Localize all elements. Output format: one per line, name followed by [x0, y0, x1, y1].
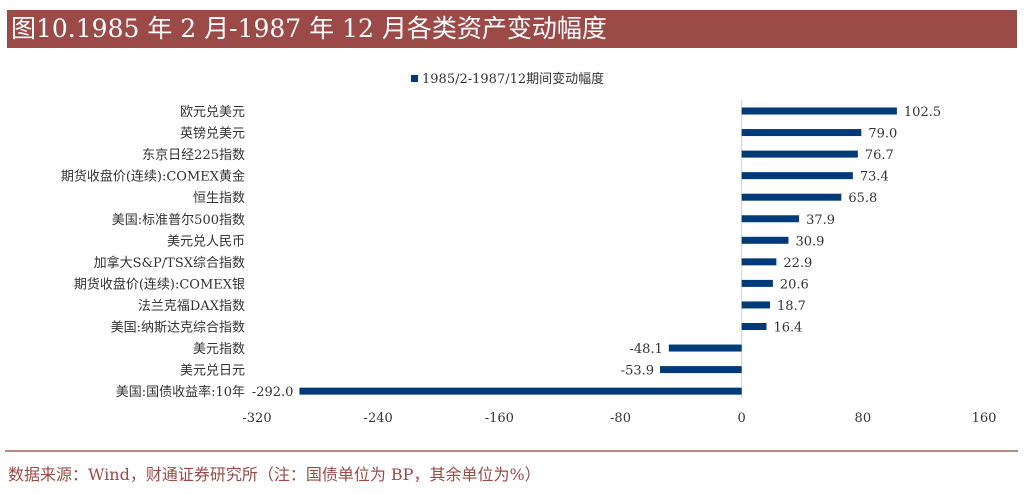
category-label: 美元兑日元	[180, 364, 245, 379]
figure-title: 图10.1985 年 2 月-1987 年 12 月各类资产变动幅度	[7, 10, 1017, 48]
category-label: 欧元兑美元	[180, 105, 245, 120]
bar	[660, 366, 742, 374]
category-label: 美元指数	[193, 342, 245, 357]
category-label: 法兰克福DAX指数	[138, 299, 245, 314]
bar	[668, 344, 742, 352]
data-label: 22.9	[783, 256, 812, 271]
data-label: 18.7	[777, 299, 806, 314]
category-label: 美国:国债收益率:10年	[116, 384, 245, 400]
bar	[741, 129, 862, 137]
divider	[5, 450, 1018, 452]
bar	[299, 387, 742, 395]
data-label: 30.9	[795, 234, 824, 249]
data-label: 20.6	[780, 277, 809, 292]
x-tick-label: 0	[738, 411, 746, 426]
bar	[741, 193, 842, 201]
legend: 1985/2-1987/12期间变动幅度	[411, 71, 604, 87]
legend-label: 1985/2-1987/12期间变动幅度	[422, 71, 604, 87]
category-label: 美国:纳斯达克综合指数	[111, 321, 245, 336]
bar	[741, 150, 858, 158]
bar	[741, 236, 789, 244]
category-label: 东京日经225指数	[142, 148, 245, 163]
bar	[741, 301, 770, 309]
data-label: 102.5	[904, 105, 941, 120]
bar-chart: 1985/2-1987/12期间变动幅度 102.5 欧元兑美元 79.0 英镑兑美元…	[61, 71, 997, 426]
source-note: 数据来源：Wind，财通证券研究所（注：国债单位为 BP，其余单位为%）	[8, 465, 541, 484]
x-tick-label: 160	[972, 411, 997, 426]
data-label: -292.0	[252, 385, 294, 400]
x-tick-label: -160	[485, 411, 514, 426]
category-label: 美元兑人民币	[167, 234, 245, 249]
legend-swatch	[411, 75, 418, 82]
category-label: 期货收盘价(连续):COMEX黄金	[61, 169, 245, 185]
data-label: -48.1	[629, 342, 662, 357]
data-label: 37.9	[806, 213, 835, 228]
x-tick-label: -320	[242, 411, 271, 426]
category-label: 英镑兑美元	[180, 126, 245, 142]
data-label: 73.4	[860, 170, 889, 185]
category-label: 恒生指数	[193, 191, 245, 206]
category-label: 加拿大S&P/TSX综合指数	[94, 255, 245, 271]
data-label: 79.0	[868, 127, 897, 142]
bar	[741, 107, 897, 115]
category-label: 美国:标准普尔500指数	[112, 213, 245, 228]
bar	[741, 279, 773, 287]
bar	[741, 323, 767, 330]
bar	[741, 215, 800, 223]
bar	[741, 172, 853, 180]
data-label: 16.4	[774, 321, 803, 336]
data-label: 76.7	[865, 148, 894, 163]
x-tick-label: -240	[364, 411, 393, 426]
x-tick-label: -80	[610, 411, 631, 426]
category-label: 期货收盘价(连续):COMEX银	[74, 276, 245, 292]
data-label: 65.8	[848, 191, 877, 206]
data-label: -53.9	[621, 364, 654, 379]
x-tick-label: 80	[855, 411, 872, 426]
bar	[741, 258, 777, 266]
